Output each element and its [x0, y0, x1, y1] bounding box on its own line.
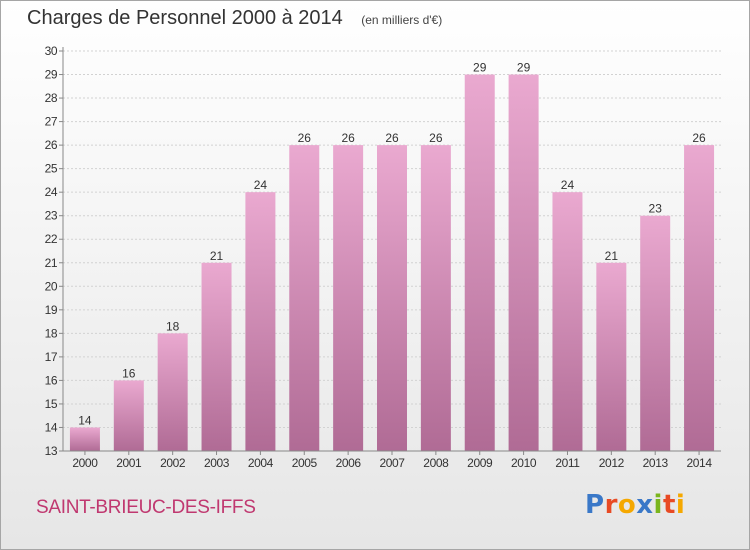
data-labels: 14 16 18 21 24 26 26 26 26 29 29 24 21 23 26	[78, 61, 706, 428]
data-label-2000: 14	[78, 413, 92, 427]
bar-2000	[69, 427, 100, 451]
bar-2004	[245, 192, 276, 452]
y-tick-label: 17	[45, 350, 58, 364]
bar-2012	[596, 262, 627, 451]
y-tick-label: 13	[45, 444, 58, 458]
bar-2005	[289, 145, 320, 451]
data-label-2003: 21	[210, 249, 224, 263]
logo-letter: t	[662, 490, 676, 520]
y-tick-label: 19	[45, 303, 58, 317]
y-tick-label: 20	[45, 279, 58, 293]
logo-letter: r	[604, 490, 618, 520]
data-label-2008: 26	[429, 131, 443, 145]
logo-letter: o	[617, 490, 637, 520]
y-tick-label: 16	[45, 373, 58, 387]
x-tick-label: 2010	[511, 456, 537, 470]
y-tick-label: 23	[45, 209, 58, 223]
title-row: Charges de Personnel 2000 à 2014 (en mil…	[27, 7, 442, 30]
y-tick-label: 30	[45, 44, 58, 58]
x-tick-label: 2008	[423, 456, 449, 470]
data-label-2004: 24	[254, 178, 268, 192]
proxiti-logo: Proxiti	[585, 490, 685, 520]
y-axis-ticks: 13 14 15 16 17 18 19 20 21 22 23 24 25 26 27 28 29 30	[45, 44, 63, 458]
y-tick-label: 25	[45, 162, 58, 176]
logo-letter: P	[585, 490, 605, 520]
data-label-2010: 29	[517, 61, 531, 75]
bar-2001	[113, 380, 144, 451]
bar-2014	[684, 145, 715, 451]
data-label-2014: 26	[692, 131, 706, 145]
bar-2006	[333, 145, 364, 451]
logo-letter: i	[675, 490, 686, 520]
x-tick-label: 2011	[555, 456, 580, 470]
y-tick-label: 21	[45, 256, 58, 270]
y-tick-label: 26	[45, 138, 58, 152]
x-tick-label: 2009	[467, 456, 493, 470]
chart-title: Charges de Personnel 2000 à 2014	[27, 7, 343, 29]
bar-2011	[552, 192, 583, 452]
y-tick-label: 24	[45, 185, 58, 199]
y-tick-label: 28	[45, 91, 58, 105]
bar-2010	[508, 74, 539, 451]
data-label-2005: 26	[298, 131, 312, 145]
logo-letter: x	[636, 490, 654, 520]
x-tick-label: 2000	[72, 456, 98, 470]
y-tick-label: 22	[45, 232, 58, 246]
bars	[69, 74, 715, 452]
data-label-2006: 26	[341, 131, 355, 145]
commune-name: SAINT-BRIEUC-DES-IFFS	[36, 497, 256, 518]
data-label-2009: 29	[473, 61, 487, 75]
x-tick-label: 2006	[336, 456, 362, 470]
x-tick-label: 2004	[248, 456, 274, 470]
x-tick-label: 2001	[116, 456, 142, 470]
y-tick-label: 27	[45, 115, 58, 129]
x-axis-ticks: 2000 2001 2002 2003 2004 2005 2006 2007 2008 2009…	[72, 451, 713, 470]
bar-2009	[464, 74, 495, 451]
x-tick-label: 2002	[160, 456, 186, 470]
data-label-2007: 26	[385, 131, 399, 145]
logo-letter: i	[653, 490, 663, 520]
bar-2007	[377, 145, 407, 451]
bar-2013	[640, 215, 671, 451]
chart-subtitle: (en milliers d'€)	[361, 13, 443, 27]
x-tick-label: 2013	[643, 456, 669, 470]
data-label-2002: 18	[166, 319, 180, 333]
x-tick-label: 2012	[599, 456, 625, 470]
y-tick-label: 15	[45, 397, 58, 411]
data-label-2012: 21	[605, 249, 619, 263]
data-label-2001: 16	[122, 366, 136, 380]
data-label-2011: 24	[561, 178, 575, 192]
y-tick-label: 14	[45, 420, 58, 434]
bar-2003	[201, 262, 232, 451]
x-tick-label: 2014	[687, 456, 713, 470]
bar-2002	[157, 333, 188, 451]
y-tick-label: 18	[45, 326, 58, 340]
x-tick-label: 2007	[379, 456, 405, 470]
x-tick-label: 2003	[204, 456, 230, 470]
x-tick-label: 2005	[292, 456, 318, 470]
bar-2008	[420, 145, 451, 451]
y-tick-label: 29	[45, 68, 58, 82]
data-label-2013: 23	[649, 202, 663, 216]
